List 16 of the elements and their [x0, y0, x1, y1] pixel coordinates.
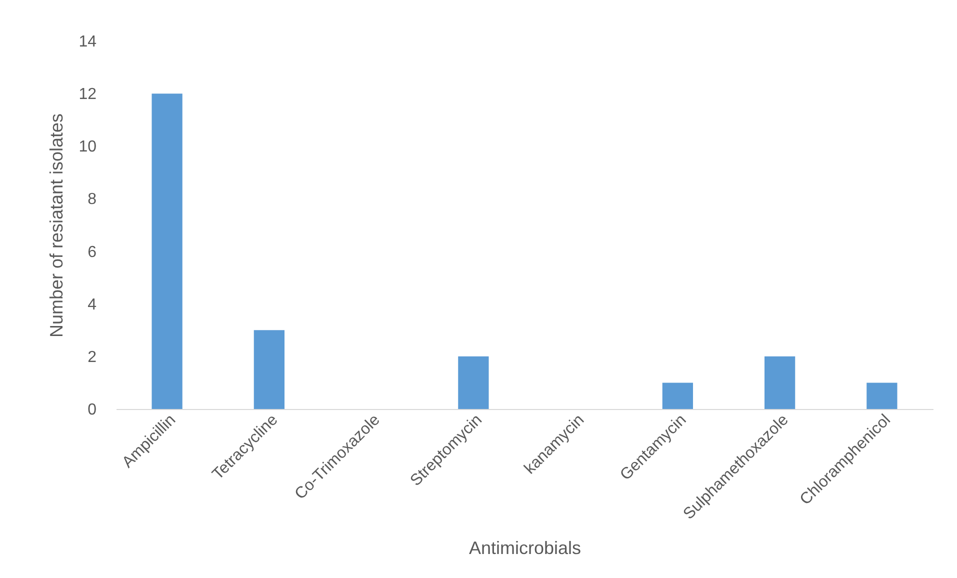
- bar: [866, 382, 898, 409]
- bar: [458, 356, 489, 409]
- y-tick-label: 0: [88, 402, 97, 418]
- bar: [764, 356, 796, 409]
- y-tick-label: 4: [88, 296, 97, 314]
- bar: [254, 330, 285, 409]
- y-axis-title: Number of resiatant isolates: [46, 113, 67, 338]
- y-tick-label: 2: [88, 348, 97, 366]
- y-tick-label: 12: [78, 86, 97, 104]
- y-tick-label: 14: [78, 34, 97, 50]
- bar: [152, 94, 182, 409]
- y-tick-label: 8: [88, 191, 97, 208]
- y-tick-label: 10: [78, 138, 97, 156]
- y-tick-label: 6: [88, 244, 97, 261]
- x-axis-title: Antimicrobials: [468, 538, 582, 558]
- bar: [662, 382, 694, 409]
